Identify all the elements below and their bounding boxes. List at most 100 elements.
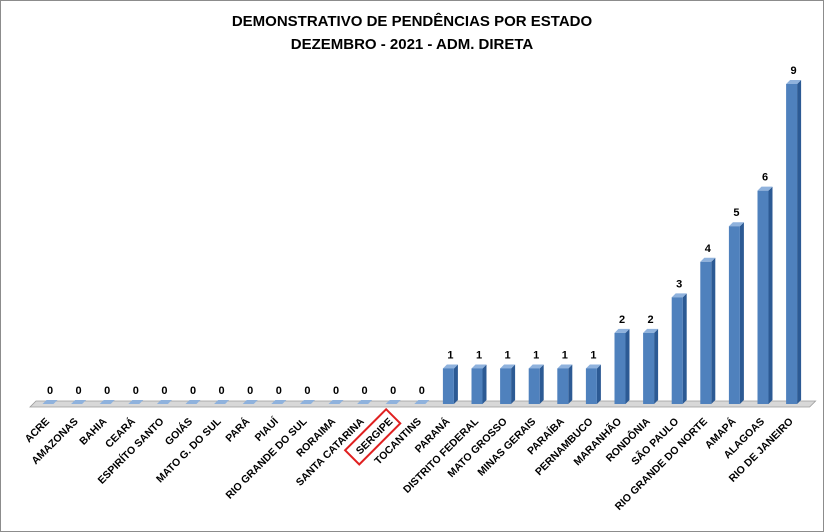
bar-top [528, 364, 544, 369]
data-label: 0 [76, 385, 82, 397]
bar-front [528, 368, 540, 404]
bar-top [786, 80, 802, 84]
bar [786, 80, 802, 404]
data-label: 1 [533, 349, 539, 361]
bar [357, 400, 373, 404]
bar-top [585, 364, 601, 369]
data-label: 1 [505, 349, 511, 361]
data-label: 0 [47, 385, 53, 397]
data-label: 6 [762, 172, 768, 184]
bar-top [156, 400, 172, 404]
bar-front [643, 332, 655, 404]
bar-side [711, 257, 716, 404]
bar-front [471, 368, 483, 404]
data-label: 3 [676, 278, 682, 290]
bar [99, 400, 115, 404]
data-label: 0 [419, 385, 425, 397]
bar-front [500, 368, 512, 404]
bar-top [42, 400, 58, 404]
bar-front [700, 261, 712, 404]
bar [385, 400, 401, 404]
bar-top [271, 400, 287, 404]
bar-side [482, 364, 487, 404]
bar-top [643, 328, 659, 333]
data-label: 0 [390, 385, 396, 397]
bar-top [328, 400, 344, 404]
bar-top [442, 364, 458, 369]
bar-side [654, 328, 659, 404]
bar [156, 400, 172, 404]
data-label: 1 [562, 349, 568, 361]
chart-subtitle: DEZEMBRO - 2021 - ADM. DIRETA [290, 36, 534, 53]
bar-side [625, 328, 630, 404]
bar [185, 400, 201, 404]
bar-top [242, 400, 258, 404]
bar-front [671, 297, 683, 404]
bar [214, 400, 230, 404]
data-label: 0 [247, 385, 253, 397]
bar-top [299, 400, 315, 404]
bar-front [728, 226, 740, 404]
bar [700, 257, 716, 404]
data-label: 0 [362, 385, 368, 397]
bar-side [539, 364, 544, 404]
data-label: 0 [219, 385, 225, 397]
data-label: 0 [276, 385, 282, 397]
bar [242, 400, 258, 404]
bar [442, 364, 458, 404]
bar [414, 400, 430, 404]
bar-front [614, 332, 626, 404]
bar [557, 364, 573, 404]
data-label: 1 [476, 349, 482, 361]
highlight-box [343, 407, 402, 466]
bar [728, 222, 744, 404]
bar-front [786, 84, 798, 404]
bar [471, 364, 487, 404]
tick-label: PARÁ [223, 415, 253, 445]
bar-top [700, 257, 716, 262]
bar-top [671, 293, 687, 298]
bar [643, 328, 659, 404]
data-labels: 0 0 0 0 0 0 0 0 0 0 0 0 0 0 1 1 1 1 1 1 2 2 3 4 5 6 9 [47, 65, 797, 397]
bar-top [71, 400, 87, 404]
bar [299, 400, 315, 404]
bar [585, 364, 601, 404]
bar [328, 400, 344, 404]
bar-top [357, 400, 373, 404]
bar-top [185, 400, 201, 404]
bar-top [728, 222, 744, 227]
bar [128, 400, 144, 404]
chart-title-block: DEMONSTRATIVO DE PENDÊNCIAS POR ESTADO D… [0, 10, 824, 56]
data-label: 5 [733, 207, 739, 219]
data-label: 0 [104, 385, 110, 397]
bars [42, 80, 802, 404]
data-label: 0 [161, 385, 167, 397]
bar [500, 364, 516, 404]
chart-title: DEMONSTRATIVO DE PENDÊNCIAS POR ESTADO [231, 13, 593, 30]
bar [671, 293, 687, 404]
data-label: 1 [590, 349, 596, 361]
bar-side [596, 364, 601, 404]
data-label: 0 [190, 385, 196, 397]
data-label: 0 [133, 385, 139, 397]
bar-top [99, 400, 115, 404]
data-label: 1 [447, 349, 453, 361]
bar [42, 400, 58, 404]
bar-top [414, 400, 430, 404]
bar-front [557, 368, 569, 404]
bar-front [585, 368, 597, 404]
bar-top [214, 400, 230, 404]
bar [528, 364, 544, 404]
bar-top [128, 400, 144, 404]
bar-side [739, 222, 744, 404]
data-label: 4 [705, 243, 712, 255]
data-label: 2 [648, 314, 654, 326]
bar-side [511, 364, 516, 404]
data-label: 0 [304, 385, 310, 397]
bar-side [453, 364, 458, 404]
bar-front [442, 368, 454, 404]
bar-top [557, 364, 573, 369]
